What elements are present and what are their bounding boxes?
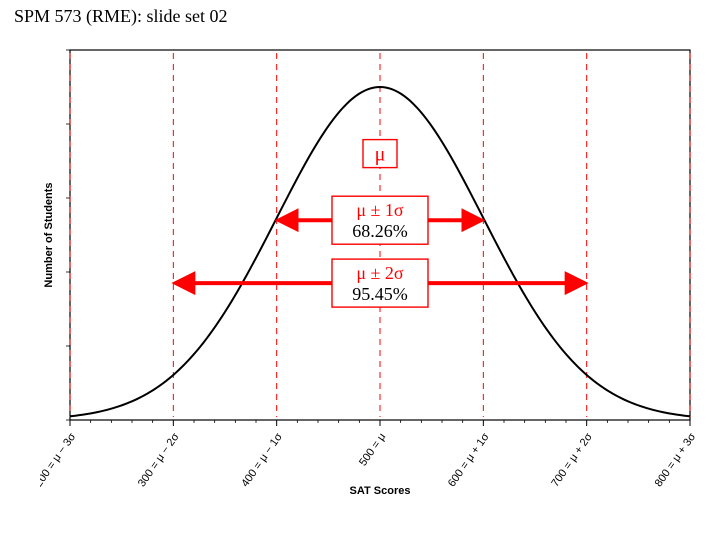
svg-text:Number of Students: Number of Students — [43, 182, 55, 287]
svg-text:μ ± 1σ: μ ± 1σ — [356, 200, 404, 220]
slide-container: SPM 573 (RME): slide set 02 Number of St… — [0, 0, 720, 540]
svg-text:μ: μ — [375, 144, 386, 166]
svg-text:μ ± 2σ: μ ± 2σ — [356, 263, 404, 283]
svg-text:95.45%: 95.45% — [352, 284, 408, 304]
svg-text:SAT Scores: SAT Scores — [350, 485, 411, 497]
distribution-chart: Number of StudentsSAT Scores200 = μ − 3σ… — [40, 45, 700, 500]
svg-text:68.26%: 68.26% — [352, 221, 408, 241]
slide-header: SPM 573 (RME): slide set 02 — [14, 6, 228, 27]
chart-container: Number of StudentsSAT Scores200 = μ − 3σ… — [40, 45, 700, 500]
